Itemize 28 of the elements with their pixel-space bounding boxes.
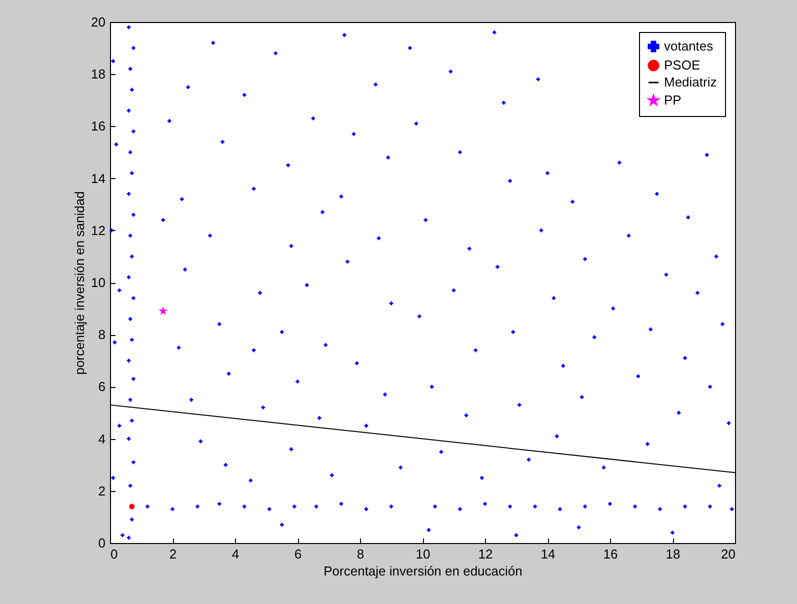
y-tick-label: 8 (98, 327, 106, 342)
legend-label: PP (664, 92, 682, 108)
y-tick-label: 2 (98, 483, 106, 498)
y-tick-label: 10 (91, 275, 106, 290)
y-tick-label: 20 (91, 14, 106, 30)
y-tick-label: 16 (91, 118, 106, 134)
y-tick-label: 14 (91, 170, 106, 186)
x-tick-label: 14 (540, 546, 556, 562)
x-tick-label: 6 (294, 546, 302, 562)
x-tick-label: 16 (603, 546, 618, 562)
y-tick-label: 6 (98, 379, 106, 394)
x-tick-label: 20 (721, 546, 736, 562)
x-tick-label: 4 (232, 546, 240, 562)
y-tick-label: 12 (91, 222, 106, 238)
x-tick-label: 0 (110, 546, 118, 562)
x-tick-label: 8 (356, 546, 364, 562)
y-tick-label: 0 (98, 536, 106, 550)
x-axis-title: Porcentaje inversión en educación (324, 564, 522, 578)
x-tick-label: 18 (666, 546, 680, 562)
y-tick-label: 18 (91, 66, 106, 82)
x-tick-label: 12 (478, 546, 493, 562)
legend-label: PSOE (664, 58, 700, 72)
y-tick-label: 4 (98, 431, 106, 446)
x-tick-label: 2 (169, 546, 177, 562)
legend-label: Mediatriz (664, 74, 717, 90)
y-axis-title: porcentaje inversión en sanidad (72, 191, 88, 375)
legend-label: votantes (664, 38, 714, 54)
x-tick-label: 10 (416, 546, 430, 562)
